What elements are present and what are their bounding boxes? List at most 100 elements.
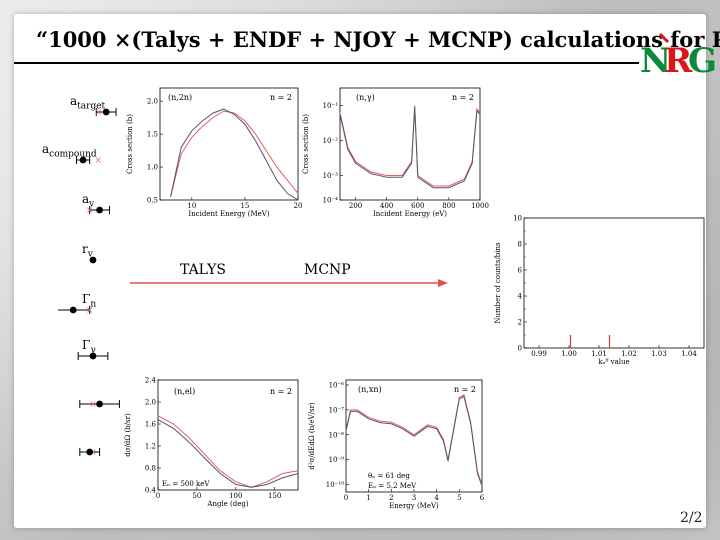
plot-n-label: n = 2 xyxy=(452,93,474,102)
page-number: 2/2 xyxy=(680,510,703,526)
reference-marker: × xyxy=(95,108,103,118)
reference-marker: × xyxy=(89,448,97,458)
series-2-line xyxy=(157,419,299,488)
x-tick-label: 15 xyxy=(240,202,249,210)
mean-dot xyxy=(89,256,97,264)
y-tick-label: 10⁻¹⁰ xyxy=(326,481,344,489)
plot-n2n: 10 15 20 0.5 1.0 1.5 2.0 Incident Energy (MeV) C… xyxy=(124,80,304,222)
series-1-line xyxy=(345,394,483,485)
y-tick-label: 10⁻¹ xyxy=(323,102,339,110)
parameter-label: Γγ xyxy=(82,338,96,355)
y-axis-label: Cross section (b) xyxy=(126,114,134,174)
parameter-errorbar: × xyxy=(58,306,94,316)
parameter-subscript: v xyxy=(89,199,95,210)
y-tick-label: 6 xyxy=(518,267,523,275)
x-tick-label: 800 xyxy=(442,202,455,210)
mean-dot xyxy=(102,108,110,116)
x-axis-label: Angle (deg) xyxy=(206,500,248,508)
parameter-label: acompound xyxy=(42,142,97,159)
y-tick-label: 1.0 xyxy=(147,164,158,172)
series-2-line xyxy=(339,107,481,189)
x-tick-label: 20 xyxy=(294,202,303,210)
energy-annotation: Eₙ = 5.2 MeV xyxy=(368,482,417,490)
y-tick-label: 2.4 xyxy=(145,377,157,385)
y-tick-label: 2.0 xyxy=(147,98,158,106)
plot-n-label: n = 2 xyxy=(270,387,292,396)
plot-frame xyxy=(159,87,299,201)
plot-frame xyxy=(157,379,299,491)
slide xyxy=(14,14,706,528)
x-tick-label: 10 xyxy=(187,202,196,210)
reference-marker: × xyxy=(86,306,94,316)
talys-label: TALYS xyxy=(180,262,226,278)
x-tick-label: 150 xyxy=(268,492,281,500)
plot-n-label: n = 2 xyxy=(454,385,476,394)
x-tick-label: 1.01 xyxy=(591,350,607,358)
parameter-label: atarget xyxy=(70,94,105,111)
flow-arrow xyxy=(130,279,448,287)
parameter-errorbar: × xyxy=(79,448,101,458)
plot-n-label: n = 2 xyxy=(270,93,292,102)
y-axis-label: Cross section (b) xyxy=(302,114,310,174)
reference-marker: × xyxy=(89,400,97,410)
x-tick-label: 1.02 xyxy=(621,350,637,358)
x-tick-label: 100 xyxy=(229,492,242,500)
y-axis-label: dσ/dΩ (b/sr) xyxy=(124,413,132,457)
svg-text:R: R xyxy=(664,41,693,81)
x-tick-label: 1.00 xyxy=(561,350,577,358)
parameter-label: av xyxy=(82,192,94,209)
x-tick-label: 0 xyxy=(344,494,348,502)
x-axis-label: Energy (MeV) xyxy=(389,502,439,510)
plot-ngamma: 200 400 600 800 1000 10⁻¹ 10⁻² 10⁻³ 10⁻⁴ Incident… xyxy=(302,80,489,222)
x-tick-label: 1.04 xyxy=(681,350,697,358)
mean-dot xyxy=(89,352,97,360)
plot-label: (n,γ) xyxy=(356,93,375,102)
parameter-symbol: a xyxy=(70,94,78,108)
reference-marker: × xyxy=(86,206,94,216)
svg-text:G: G xyxy=(688,41,717,81)
y-tick-label: 10⁻³ xyxy=(323,172,339,180)
plot-keff: 0.99 1.00 1.01 1.02 1.03 1.04 0 2 4 6 8 10 kₑᶠᶠ valu… xyxy=(488,210,713,375)
y-tick-label: 0.4 xyxy=(145,487,157,495)
x-tick-label: 400 xyxy=(380,202,393,210)
mcnp-label: MCNP xyxy=(304,262,351,278)
y-tick-label: 10⁻⁷ xyxy=(329,406,345,414)
y-tick-label: 0.8 xyxy=(145,465,156,473)
parameter-symbol: Γ xyxy=(82,292,91,306)
parameter-subscript: n xyxy=(90,299,97,310)
plot-nel: 0 50 100 150 0.4 0.8 1.2 1.6 2.0 2.4 Angle (deg) dσ… xyxy=(124,372,304,524)
x-tick-label: 50 xyxy=(192,492,201,500)
y-axis-label: Number of counts/bins xyxy=(494,242,502,324)
parameter-errorbar: × xyxy=(76,156,102,166)
parameter-errorbar: × xyxy=(79,400,120,410)
energy-annotation: Eₙ = 500 keV xyxy=(162,480,210,488)
x-tick-label: 1.03 xyxy=(651,350,667,358)
y-tick-label: 10⁻⁸ xyxy=(329,431,345,439)
parameter-symbol: a xyxy=(82,192,90,206)
y-tick-label: 2 xyxy=(518,319,522,327)
y-tick-label: 10⁻² xyxy=(323,137,339,145)
x-tick-label: 600 xyxy=(411,202,424,210)
parameter-label: Γn xyxy=(82,292,96,309)
plot-frame xyxy=(339,87,481,201)
y-tick-label: 8 xyxy=(518,241,522,249)
x-tick-label: 0 xyxy=(156,492,160,500)
x-axis-label: Incident Energy (eV) xyxy=(373,210,447,218)
plot-frame xyxy=(523,217,705,349)
parameter-subscript: compound xyxy=(49,149,97,160)
y-tick-label: 1.5 xyxy=(147,131,158,139)
plot-label: (n,xn) xyxy=(358,385,382,394)
series-2-line xyxy=(345,395,483,487)
series-2-line xyxy=(170,108,299,201)
parameter-subscript: v xyxy=(87,249,93,260)
x-tick-label: 1000 xyxy=(471,202,489,210)
x-axis-label: Incident Energy (MeV) xyxy=(188,210,269,218)
x-tick-label: 0.99 xyxy=(531,350,547,358)
y-tick-label: 4 xyxy=(518,293,523,301)
mean-dot xyxy=(69,306,77,314)
slide-title: “1000 ×(Talys + ENDF + NJOY + MCNP) calc… xyxy=(36,27,720,52)
y-tick-label: 2.0 xyxy=(145,399,156,407)
x-axis-label: kₑᶠᶠ value xyxy=(598,358,629,366)
y-tick-label: 10 xyxy=(513,215,522,223)
mean-dot xyxy=(96,400,103,408)
